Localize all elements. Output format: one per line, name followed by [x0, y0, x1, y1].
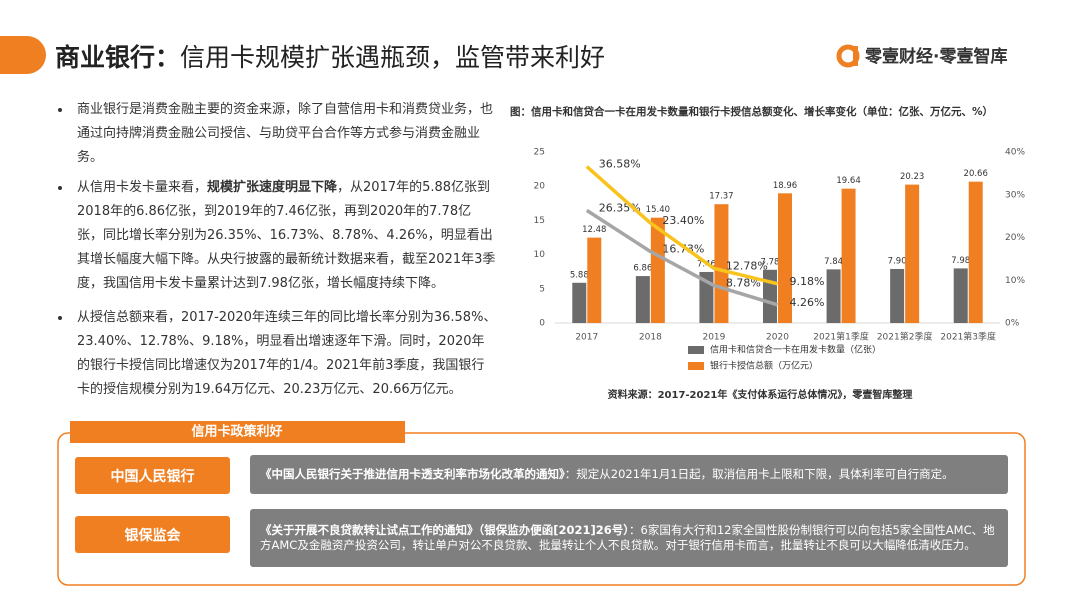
legend-swatch [688, 346, 704, 354]
page-title: 商业银行：信用卡规模扩张遇瓶颈，监管带来利好 [55, 38, 605, 74]
bar-label: 12.48 [582, 225, 606, 235]
policy-body: ：规定从2021年1月1日起，取消信用卡上限和下限，具体利率可自行商定。 [564, 467, 954, 481]
x-tick-label: 2018 [639, 333, 662, 343]
bar-label: 18.96 [773, 181, 797, 191]
bar [953, 268, 968, 323]
policy-org: 中国人民银行 [75, 457, 230, 494]
logo-text: 零壹财经·零壹智库 [864, 46, 1007, 67]
policy-title: 《中国人民银行关于推进信用卡透支利率市场化改革的通知》 [260, 467, 565, 481]
bar-label: 7.90 [888, 256, 907, 266]
line-label: 8.78% [726, 276, 761, 289]
x-tick-label: 2021第1季度 [813, 331, 869, 343]
bullet-text: ，从2017年的5.88亿张到2018年的6.86亿张，到2019年的7.46亿… [77, 180, 496, 291]
y2-tick-label: 10% [1005, 276, 1025, 286]
bar-label: 17.37 [709, 192, 733, 202]
policy-text: 《关于开展不良贷款转让试点工作的通知》（银保监办便函[2021]26号）：6家国… [250, 509, 1008, 567]
bar [572, 282, 587, 323]
bar-label: 7.84 [824, 257, 843, 267]
policy-title: 《关于开展不良贷款转让试点工作的通知》（银保监办便函[2021]26号） [260, 523, 630, 537]
y2-tick-label: 40% [1005, 148, 1025, 158]
header-accent [0, 36, 46, 74]
title-bold: 商业银行： [55, 43, 181, 72]
y2-tick-label: 0% [1005, 319, 1020, 329]
policy-frame [57, 432, 1026, 586]
line-label: 12.78% [726, 259, 768, 272]
bar [635, 276, 650, 323]
bar-label: 5.88 [570, 270, 589, 280]
legend-label: 银行卡授信总额（万亿元） [710, 360, 818, 372]
bullet-bold: 规模扩张速度明显下降 [207, 180, 338, 195]
line [585, 208, 779, 307]
bar [778, 193, 792, 323]
bullet: 商业银行是消费金融主要的资金来源，除了自营信用卡和消费贷业务，也通过向持牌消费金… [58, 98, 497, 170]
line-label: 36.58% [599, 158, 641, 171]
line [585, 165, 778, 286]
policy-org: 银保监会 [75, 516, 230, 553]
y-tick-label: 25 [534, 148, 545, 158]
bar [841, 188, 856, 323]
chart-title: 图：信用卡和信贷合一卡在用发卡数量和银行卡授信总额变化、增长率变化（单位：亿张、… [510, 105, 993, 118]
bar [714, 204, 729, 323]
y-tick-label: 5 [539, 284, 545, 294]
bar-label: 19.64 [836, 176, 860, 186]
line-label: 4.26% [790, 296, 825, 309]
bar-label: 7.78 [761, 257, 780, 267]
bar [905, 184, 920, 323]
x-tick-label: 2021第3季度 [940, 331, 996, 343]
bullet-text: 商业银行是消费金融主要的资金来源，除了自营信用卡和消费贷业务，也通过向持牌消费金… [77, 102, 494, 165]
logo-icon [853, 46, 858, 66]
bar [968, 181, 983, 323]
legend-label: 信用卡和信贷合一卡在用发卡数量（亿张） [710, 344, 881, 356]
policy-para: 《关于开展不良贷款转让试点工作的通知》（银保监办便函[2021]26号）：6家国… [260, 523, 998, 553]
policy-text: 《中国人民银行关于推进信用卡透支利率市场化改革的通知》：规定从2021年1月1日… [250, 455, 1008, 494]
bar [890, 268, 905, 323]
bullet: 从授信总额来看，2017-2020年连续三年的同比增长率分别为36.58%、23… [58, 306, 497, 402]
bar-label: 6.86 [633, 264, 652, 274]
chart-source: 资料来源：2017-2021年《支付体系运行总体情况》，零壹智库整理 [608, 388, 913, 401]
legend-swatch [688, 362, 704, 370]
y2-tick-label: 20% [1005, 233, 1025, 243]
policy-body: ：6家国有大行和12家全国性股份制银行可以向包括5家全国性AMC、地方AMC及金… [260, 523, 995, 552]
policy-heading: 信用卡政策利好 [191, 424, 282, 440]
y2-tick-label: 30% [1005, 190, 1025, 200]
line-label: 23.40% [662, 214, 704, 227]
bar-label: 20.23 [900, 172, 924, 182]
policy-para: 《中国人民银行关于推进信用卡透支利率市场化改革的通知》：规定从2021年1月1日… [260, 467, 954, 482]
y-tick-label: 15 [534, 216, 545, 226]
bullet: 从信用卡发卡量来看，规模扩张速度明显下降，从2017年的5.88亿张到2018年… [58, 176, 497, 296]
bar [650, 217, 665, 323]
bar-label: 20.66 [964, 169, 988, 179]
title-rest: 信用卡规模扩张遇瓶颈，监管带来利好 [180, 43, 606, 72]
x-tick-label: 2017 [575, 333, 598, 343]
bar-label: 15.40 [646, 205, 670, 215]
x-tick-label: 2020 [766, 333, 789, 343]
x-tick-label: 2019 [702, 333, 725, 343]
x-tick-label: 2021第2季度 [877, 331, 933, 343]
bar [763, 269, 777, 323]
y-tick-label: 0 [539, 319, 545, 329]
bullet-text: 从信用卡发卡量来看， [77, 180, 208, 195]
bar [826, 269, 841, 323]
bullet-text: 从授信总额来看，2017-2020年连续三年的同比增长率分别为36.58%、23… [77, 310, 497, 397]
y-tick-label: 10 [534, 250, 546, 260]
policy-tab [70, 421, 405, 443]
bar-label: 7.98 [951, 256, 970, 266]
y-tick-label: 20 [534, 182, 546, 192]
bar [587, 237, 602, 323]
line-label: 9.18% [790, 275, 825, 288]
